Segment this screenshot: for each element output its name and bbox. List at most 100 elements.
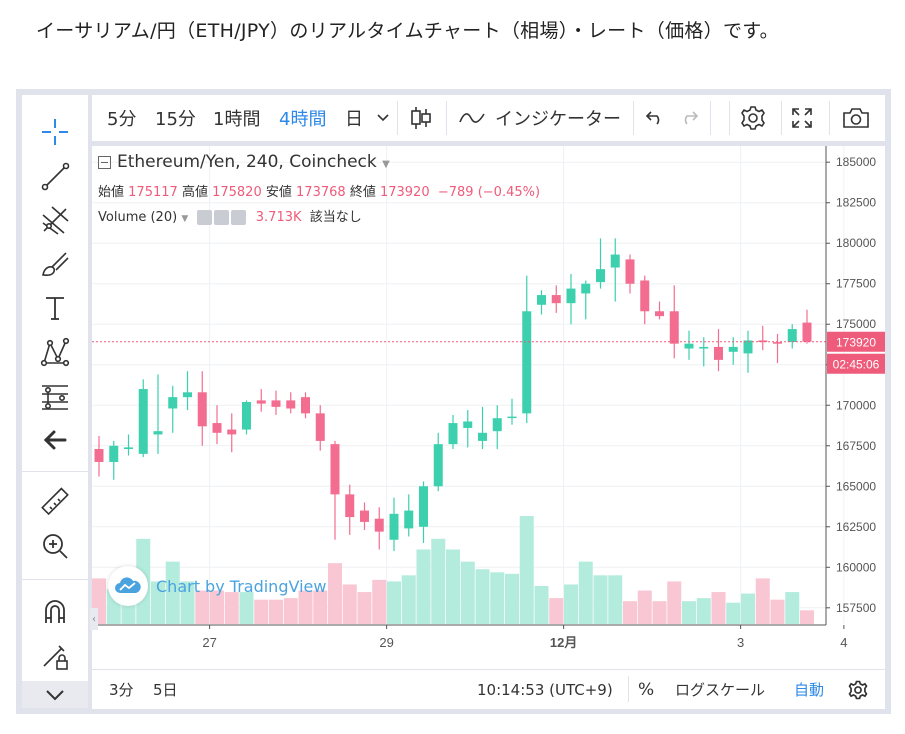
candle-body bbox=[625, 259, 635, 284]
candle-body bbox=[183, 392, 192, 398]
candle-body bbox=[286, 400, 296, 409]
candle-body bbox=[256, 400, 266, 404]
chevron-down-icon[interactable] bbox=[22, 681, 88, 708]
zoom-in-icon[interactable] bbox=[22, 525, 88, 567]
y-tick-label: 167500 bbox=[836, 439, 876, 453]
y-tick-label: 160000 bbox=[836, 560, 876, 574]
volume-bar bbox=[505, 573, 519, 624]
back-arrow-icon[interactable] bbox=[22, 419, 88, 461]
x-tick-label: 3 bbox=[737, 635, 744, 650]
camera-icon[interactable] bbox=[842, 95, 870, 141]
fullscreen-icon[interactable] bbox=[791, 95, 813, 141]
interval-1h[interactable]: 1時間 bbox=[213, 109, 261, 130]
watermark-text: Chart by TradingView bbox=[156, 576, 327, 596]
lock-drawing-icon[interactable] bbox=[22, 635, 88, 677]
volume-visibility-icon[interactable] bbox=[196, 210, 212, 225]
collapse-panel-handle[interactable]: ‹ bbox=[90, 608, 98, 630]
undo-icon[interactable] bbox=[645, 95, 665, 141]
high-value: 175820 bbox=[212, 185, 262, 200]
candle-body bbox=[389, 513, 399, 540]
range-5d-button[interactable]: 5日 bbox=[153, 681, 178, 699]
settings-icon[interactable] bbox=[740, 95, 766, 141]
volume-bar bbox=[637, 590, 652, 624]
redo-icon[interactable] bbox=[679, 95, 699, 141]
candle-body bbox=[463, 421, 473, 428]
volume-settings-icon[interactable] bbox=[213, 210, 229, 225]
volume-dropdown-icon[interactable]: ▼ bbox=[181, 214, 189, 224]
magnet-icon[interactable] bbox=[22, 591, 88, 633]
volume-bar bbox=[578, 561, 593, 624]
candle-body bbox=[227, 429, 237, 435]
tradingview-watermark[interactable]: Chart by TradingView bbox=[108, 566, 326, 606]
x-tick-label: 12月 bbox=[550, 635, 577, 650]
log-scale-toggle[interactable]: ログスケール bbox=[675, 681, 766, 699]
candle-body bbox=[714, 346, 723, 360]
candle-body bbox=[551, 295, 561, 304]
volume-bar bbox=[210, 590, 224, 624]
candle-body bbox=[522, 311, 532, 414]
volume-bar bbox=[564, 584, 578, 624]
candle-body bbox=[669, 311, 679, 344]
volume-label[interactable]: Volume (20) bbox=[98, 210, 178, 225]
volume-bar bbox=[416, 549, 431, 624]
volume-bar bbox=[755, 578, 770, 624]
y-tick-label: 157500 bbox=[836, 601, 876, 615]
candle-body bbox=[758, 340, 768, 343]
pitchfork-icon[interactable] bbox=[22, 199, 88, 241]
candlestick-chart[interactable]: 1575001600001625001650001675001700001725… bbox=[92, 146, 885, 669]
last-price-tag bbox=[827, 331, 885, 352]
low-value: 173768 bbox=[296, 185, 346, 200]
candle-style-icon[interactable] bbox=[410, 95, 432, 141]
volume-bar bbox=[549, 598, 564, 624]
y-tick-label: 180000 bbox=[836, 236, 876, 250]
legend-symbol-row: Ethereum/Yen, 240, Coincheck ▼ bbox=[98, 152, 390, 172]
ruler-icon[interactable] bbox=[22, 481, 88, 523]
interval-dropdown-icon[interactable] bbox=[377, 95, 389, 141]
volume-bar bbox=[298, 590, 313, 624]
chart-panel[interactable]: 1575001600001625001650001675001700001725… bbox=[90, 146, 885, 707]
candle-body bbox=[684, 343, 694, 349]
x-tick-label: 27 bbox=[202, 635, 216, 650]
volume-bar bbox=[180, 581, 195, 624]
top-toolbar: 5分 15分 1時間 4時間 日 インジケーター bbox=[92, 95, 885, 141]
symbol-dropdown-icon[interactable]: ▼ bbox=[382, 159, 390, 170]
legend-symbol[interactable]: Ethereum/Yen, 240, Coincheck bbox=[117, 152, 377, 172]
volume-bar bbox=[195, 590, 210, 624]
crosshair-icon[interactable] bbox=[22, 111, 88, 153]
candle-body bbox=[330, 444, 340, 495]
interval-15m[interactable]: 15分 bbox=[155, 109, 196, 130]
volume-bar bbox=[726, 602, 741, 624]
candle-body bbox=[566, 288, 576, 304]
trend-line-icon[interactable] bbox=[22, 155, 88, 197]
interval-5m[interactable]: 5分 bbox=[107, 109, 137, 130]
change-value: −789 (−0.45%) bbox=[437, 185, 541, 200]
volume-bar bbox=[357, 592, 372, 624]
volume-bar bbox=[608, 575, 623, 624]
brush-icon[interactable] bbox=[22, 243, 88, 285]
pattern-icon[interactable] bbox=[22, 331, 88, 373]
volume-bar bbox=[165, 561, 180, 624]
auto-scale-toggle[interactable]: 自動 bbox=[794, 681, 825, 699]
collapse-legend-icon[interactable] bbox=[98, 155, 111, 169]
y-tick-label: 165000 bbox=[836, 479, 876, 493]
y-tick-label: 185000 bbox=[836, 155, 876, 169]
range-3d-button[interactable]: 3分 bbox=[109, 681, 134, 699]
volume-bar bbox=[224, 592, 239, 624]
legend-ohlc-row: 始値 175117 高値 175820 安値 173768 終値 173920 … bbox=[98, 181, 540, 200]
text-icon[interactable] bbox=[22, 287, 88, 329]
interval-4h[interactable]: 4時間 bbox=[279, 109, 327, 130]
candle-body bbox=[109, 445, 119, 462]
volume-remove-icon[interactable] bbox=[230, 210, 246, 225]
low-label: 安値 bbox=[265, 185, 292, 200]
volume-bar bbox=[342, 584, 357, 624]
timezone-clock[interactable]: 10:14:53 (UTC+9) bbox=[477, 680, 613, 699]
volume-bar bbox=[785, 592, 800, 624]
indicators-button[interactable]: インジケーター bbox=[459, 95, 621, 141]
percent-toggle[interactable]: % bbox=[638, 679, 655, 700]
scale-settings-icon[interactable] bbox=[848, 670, 868, 709]
projection-icon[interactable] bbox=[22, 375, 88, 417]
candle-body bbox=[242, 402, 251, 430]
volume-bar bbox=[254, 599, 269, 624]
y-tick-label: 177500 bbox=[836, 277, 876, 291]
interval-day[interactable]: 日 bbox=[345, 109, 363, 130]
